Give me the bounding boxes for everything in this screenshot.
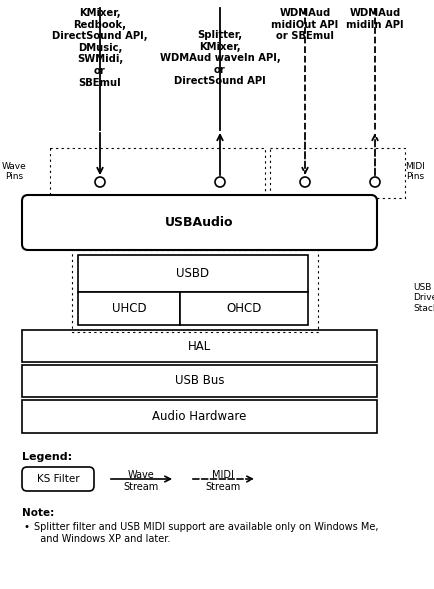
Text: USB
Driver
Stack: USB Driver Stack	[412, 283, 434, 313]
Circle shape	[369, 177, 379, 187]
Text: HAL: HAL	[187, 339, 210, 352]
Bar	[22, 400, 376, 433]
Bar	[270, 148, 404, 198]
Bar	[22, 330, 376, 362]
Text: MIDI
Pins: MIDI Pins	[404, 162, 424, 181]
Text: UHCD: UHCD	[112, 302, 146, 315]
Text: WDMAud
midiIn API: WDMAud midiIn API	[345, 8, 403, 29]
Text: Wave
Stream: Wave Stream	[123, 470, 158, 492]
Text: OHCD: OHCD	[226, 302, 261, 315]
Text: •: •	[24, 522, 30, 532]
Text: USBAudio: USBAudio	[165, 216, 233, 229]
Text: Splitter filter and USB MIDI support are available only on Windows Me,
  and Win: Splitter filter and USB MIDI support are…	[34, 522, 378, 544]
Text: KS Filter: KS Filter	[36, 474, 79, 484]
FancyBboxPatch shape	[22, 195, 376, 250]
Text: Note:: Note:	[22, 508, 54, 518]
Circle shape	[214, 177, 224, 187]
Text: KMixer,
Redbook,
DirectSound API,
DMusic,
SWMidi,
or
SBEmul: KMixer, Redbook, DirectSound API, DMusic…	[52, 8, 148, 88]
Text: WDMAud
midiOut API
or SBEmul: WDMAud midiOut API or SBEmul	[271, 8, 338, 41]
Text: Wave
Pins: Wave Pins	[2, 162, 26, 181]
Circle shape	[95, 177, 105, 187]
Text: USBD: USBD	[176, 267, 209, 280]
Bar	[22, 365, 376, 397]
Text: Audio Hardware: Audio Hardware	[152, 410, 246, 423]
Text: USB Bus: USB Bus	[174, 375, 224, 388]
Bar	[72, 250, 317, 332]
Bar	[78, 255, 307, 292]
FancyBboxPatch shape	[22, 467, 94, 491]
Text: Legend:: Legend:	[22, 452, 72, 462]
Text: Splitter,
KMixer,
WDMAud waveIn API,
or
DirectSound API: Splitter, KMixer, WDMAud waveIn API, or …	[159, 30, 280, 87]
Bar	[50, 148, 264, 198]
Circle shape	[299, 177, 309, 187]
Bar	[78, 292, 180, 325]
Text: MIDI
Stream: MIDI Stream	[205, 470, 240, 492]
Bar	[180, 292, 307, 325]
